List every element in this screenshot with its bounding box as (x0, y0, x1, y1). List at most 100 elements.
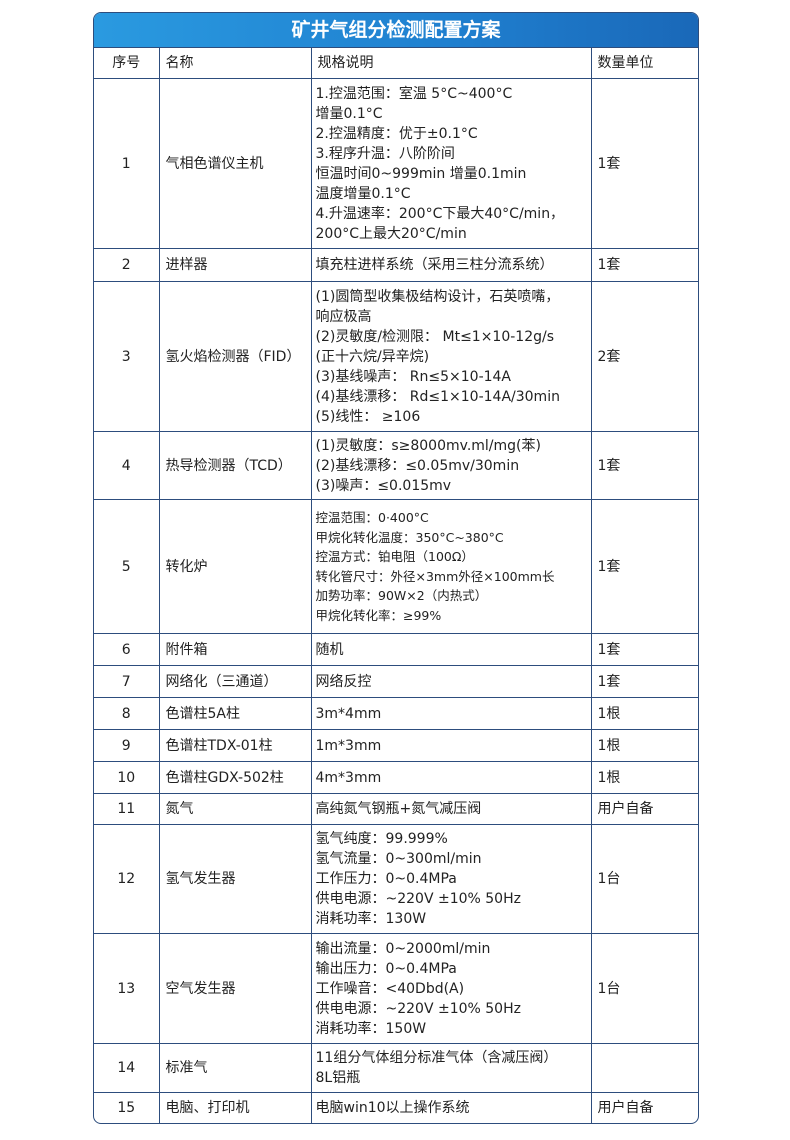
item-name: 气相色谱仪主机 (158, 78, 312, 249)
spec-line: 高纯氮气钢瓶+氮气减压阀 (315, 801, 482, 817)
spec-line: 甲烷化转化率：≥99% (315, 607, 442, 623)
table-row: 5 转化炉 控温范围：0·400°C 甲烷化转化温度：350°C~380°C 控温方式：… (94, 499, 698, 634)
row-number: 1 (94, 78, 160, 249)
row-number: 3 (94, 281, 160, 432)
item-name: 色谱柱GDX-502柱 (158, 761, 312, 794)
table-row: 11 氮气 高纯氮气钢瓶+氮气减压阀 用户自备 (94, 793, 698, 825)
spec-line: (2)灵敏度/检测限： Mt≤1×10-12g/s (315, 328, 555, 345)
item-name: 网络化（三通道） (158, 665, 312, 698)
header-row: 序号 名称 规格说明 数量单位 (94, 47, 698, 79)
config-table-card: 矿井气组分检测配置方案 序号 名称 规格说明 数量单位 1 气相色谱仪主机 1.控温… (93, 12, 699, 1124)
item-quantity: 1套 (590, 431, 698, 500)
spec-line: 消耗功率：150W (315, 1020, 427, 1037)
config-table: 序号 名称 规格说明 数量单位 1 气相色谱仪主机 1.控温范围：室温 5°C~40… (94, 47, 698, 1123)
item-quantity: 1套 (590, 499, 698, 634)
spec-line: 填充柱进样系统（采用三柱分流系统） (315, 257, 554, 273)
item-quantity: 1台 (590, 824, 698, 934)
row-number: 11 (94, 793, 160, 825)
spec-line: 3m*4mm (315, 705, 382, 722)
item-quantity: 1套 (590, 248, 698, 282)
row-number: 6 (94, 633, 160, 666)
item-spec: 高纯氮气钢瓶+氮气减压阀 (310, 793, 592, 825)
spec-line: (1)灵敏度：s≥8000mv.ml/mg(苯) (315, 437, 541, 454)
spec-line: 温度增量0.1°C (315, 185, 411, 202)
table-row: 3 氢火焰检测器（FID） (1)圆筒型收集极结构设计，石英喷嘴， 响应极高 (2)灵敏… (94, 281, 698, 432)
spec-line: 控温范围：0·400°C (315, 510, 429, 525)
item-spec: 随机 (310, 633, 592, 666)
table-row: 10 色谱柱GDX-502柱 4m*3mm 1根 (94, 761, 698, 794)
spec-line: 供电电源：~220V ±10% 50Hz (315, 891, 521, 907)
spec-line: 11组分气体组分标准气体（含减压阀） (315, 1050, 558, 1066)
spec-line: 4.升温速率：200°C下最大40°C/min， (315, 205, 565, 222)
item-spec: 电脑win10以上操作系统 (310, 1092, 592, 1123)
spec-line: 控温方式：铂电阻（100Ω） (315, 549, 474, 564)
item-name: 空气发生器 (158, 933, 312, 1044)
table-row: 12 氢气发生器 氢气纯度：99.999% 氢气流量：0~300ml/min 工作压力：… (94, 824, 698, 934)
spec-line: 输出压力：0~0.4MPa (315, 960, 457, 977)
item-quantity: 用户自备 (590, 1092, 698, 1123)
row-number: 2 (94, 248, 160, 282)
spec-line: (2)基线漂移：≤0.05mv/30min (315, 457, 520, 474)
spec-line: (正十六烷/异辛烷) (315, 348, 430, 365)
spec-line: 工作压力：0~0.4MPa (315, 871, 457, 887)
item-name: 进样器 (158, 248, 312, 282)
item-quantity (590, 1043, 698, 1093)
spec-line: 供电电源：~220V ±10% 50Hz (315, 1000, 521, 1017)
item-name: 附件箱 (158, 633, 312, 666)
spec-line: 输出流量：0~2000ml/min (315, 940, 491, 957)
table-row: 14 标准气 11组分气体组分标准气体（含减压阀） 8L铝瓶 (94, 1043, 698, 1093)
row-number: 7 (94, 665, 160, 698)
item-spec: (1)灵敏度：s≥8000mv.ml/mg(苯) (2)基线漂移：≤0.05mv/… (310, 431, 592, 500)
table-row: 4 热导检测器（TCD） (1)灵敏度：s≥8000mv.ml/mg(苯) (2)基线… (94, 431, 698, 500)
spec-line: 甲烷化转化温度：350°C~380°C (315, 529, 504, 545)
spec-line: 1.控温范围：室温 5°C~400°C (315, 85, 513, 102)
spec-line: (3)噪声：≤0.015mv (315, 477, 452, 494)
spec-line: 恒温时间0~999min 增量0.1min (315, 165, 527, 182)
item-quantity: 1台 (590, 933, 698, 1044)
item-spec: 3m*4mm (310, 697, 592, 730)
spec-line: 加势功率：90W×2（内热式） (315, 588, 488, 603)
item-quantity: 1套 (590, 633, 698, 666)
header-name: 名称 (158, 47, 312, 79)
spec-line: 增量0.1°C (315, 105, 383, 122)
header-spec: 规格说明 (310, 47, 592, 79)
item-spec: (1)圆筒型收集极结构设计，石英喷嘴， 响应极高 (2)灵敏度/检测限： Mt≤1×… (310, 281, 592, 432)
table-row: 6 附件箱 随机 1套 (94, 633, 698, 666)
item-spec: 控温范围：0·400°C 甲烷化转化温度：350°C~380°C 控温方式：铂电阻（… (310, 499, 592, 634)
spec-line: 消耗功率：130W (315, 911, 427, 927)
spec-line: 响应极高 (315, 308, 372, 325)
spec-line: 氢气流量：0~300ml/min (315, 851, 482, 867)
row-number: 14 (94, 1043, 160, 1093)
item-quantity: 1套 (590, 78, 698, 249)
item-spec: 氢气纯度：99.999% 氢气流量：0~300ml/min 工作压力：0~0.4MP… (310, 824, 592, 934)
item-quantity: 用户自备 (590, 793, 698, 825)
item-spec: 11组分气体组分标准气体（含减压阀） 8L铝瓶 (310, 1043, 592, 1093)
spec-line: 电脑win10以上操作系统 (315, 1099, 470, 1116)
item-spec: 4m*3mm (310, 761, 592, 794)
item-quantity: 1根 (590, 697, 698, 730)
spec-line: 3.程序升温：八阶阶间 (315, 145, 455, 162)
table-row: 2 进样器 填充柱进样系统（采用三柱分流系统） 1套 (94, 248, 698, 282)
spec-line: 氢气纯度：99.999% (315, 831, 448, 847)
item-name: 标准气 (158, 1043, 312, 1093)
spec-line: 转化管尺寸：外径×3mm外径×100mm长 (315, 568, 555, 584)
item-name: 色谱柱5A柱 (158, 697, 312, 730)
item-quantity: 1套 (590, 665, 698, 698)
spec-line: 网络反控 (315, 673, 372, 690)
item-name: 氢火焰检测器（FID） (158, 281, 312, 432)
item-quantity: 2套 (590, 281, 698, 432)
spec-line: 随机 (315, 641, 344, 658)
table-row: 1 气相色谱仪主机 1.控温范围：室温 5°C~400°C 增量0.1°C 2.控温精度… (94, 78, 698, 249)
row-number: 10 (94, 761, 160, 794)
item-quantity: 1根 (590, 761, 698, 794)
item-name: 转化炉 (158, 499, 312, 634)
item-name: 氮气 (158, 793, 312, 825)
spec-line: 工作噪音：<40Dbd(A) (315, 980, 465, 997)
table-title: 矿井气组分检测配置方案 (94, 13, 698, 47)
row-number: 15 (94, 1092, 160, 1123)
row-number: 4 (94, 431, 160, 500)
table-row: 15 电脑、打印机 电脑win10以上操作系统 用户自备 (94, 1092, 698, 1123)
spec-line: 8L铝瓶 (315, 1070, 361, 1086)
item-quantity: 1根 (590, 729, 698, 762)
item-name: 热导检测器（TCD） (158, 431, 312, 500)
